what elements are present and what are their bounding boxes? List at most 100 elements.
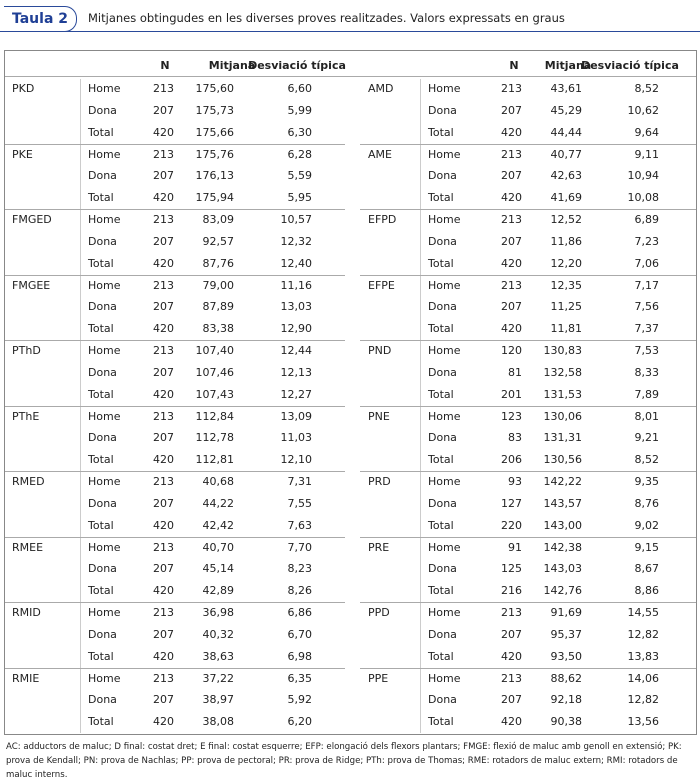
- group-label: Dona: [428, 234, 457, 248]
- cell-value: 5,95: [287, 191, 313, 205]
- cell-value: 13,56: [627, 715, 660, 729]
- cell-value: 38,97: [202, 693, 235, 707]
- group-label: Total: [88, 518, 114, 532]
- cell-value: 90,38: [550, 715, 583, 729]
- variable-name: PNE: [368, 409, 390, 423]
- cell-value: 420: [501, 191, 522, 205]
- group-rule: [5, 274, 345, 276]
- column-header: Mitjana: [544, 59, 592, 72]
- group-label: Total: [88, 453, 114, 467]
- cell-value: 8,86: [634, 584, 660, 598]
- cell-value: 12,27: [280, 387, 313, 401]
- cell-value: 420: [501, 715, 522, 729]
- group-label: Home: [88, 213, 121, 226]
- cell-value: 6,30: [287, 125, 313, 139]
- group-label: Home: [88, 278, 121, 292]
- cell-value: 213: [153, 344, 174, 357]
- cell-value: 11,81: [550, 322, 583, 336]
- cell-value: 40,68: [202, 475, 235, 488]
- group-label: Dona: [88, 234, 117, 248]
- cell-value: 112,84: [195, 409, 235, 423]
- cell-value: 175,76: [195, 147, 235, 161]
- cell-value: 420: [501, 649, 522, 663]
- cell-value: 420: [501, 256, 522, 270]
- vertical-rule: [80, 275, 81, 340]
- vertical-rule: [80, 668, 81, 733]
- cell-value: 13,09: [280, 409, 313, 423]
- column-header: Desviació típica: [248, 59, 346, 72]
- group-rule: [360, 602, 696, 603]
- cell-value: 40,32: [202, 627, 235, 641]
- group-label: Total: [428, 322, 454, 336]
- cell-value: 213: [153, 475, 174, 488]
- vertical-rule: [420, 668, 421, 733]
- cell-value: 207: [501, 103, 522, 117]
- cell-value: 207: [153, 693, 174, 707]
- cell-value: 79,00: [202, 278, 235, 292]
- cell-value: 127: [501, 496, 522, 510]
- cell-value: 7,55: [287, 496, 313, 510]
- cell-value: 123: [501, 409, 522, 423]
- cell-value: 206: [501, 453, 522, 467]
- group-rule: [5, 405, 345, 407]
- group-label: Home: [428, 147, 461, 161]
- cell-value: 130,56: [543, 453, 583, 467]
- cell-value: 8,52: [634, 453, 660, 467]
- cell-value: 6,35: [287, 671, 313, 685]
- cell-value: 175,73: [195, 103, 235, 117]
- variable-name: PPE: [368, 671, 389, 685]
- cell-value: 6,60: [287, 82, 313, 95]
- cell-value: 420: [153, 518, 174, 532]
- variable-name: PKD: [12, 82, 35, 95]
- vertical-rule: [80, 79, 81, 144]
- group-label: Home: [88, 540, 121, 554]
- cell-value: 207: [153, 627, 174, 641]
- cell-value: 213: [153, 540, 174, 554]
- variable-name: PThD: [12, 344, 41, 357]
- cell-value: 125: [501, 562, 522, 576]
- cell-value: 420: [153, 715, 174, 729]
- cell-value: 10,57: [280, 213, 313, 226]
- cell-value: 6,86: [287, 606, 313, 619]
- group-label: Dona: [428, 103, 457, 117]
- variable-name: PKE: [12, 147, 33, 161]
- cell-value: 8,76: [634, 496, 660, 510]
- vertical-rule: [80, 341, 81, 406]
- cell-value: 120: [501, 344, 522, 357]
- cell-value: 12,32: [280, 234, 313, 248]
- cell-value: 13,83: [627, 649, 660, 663]
- group-rule: [5, 602, 345, 603]
- group-label: Dona: [88, 169, 117, 183]
- group-label: Dona: [428, 300, 457, 314]
- cell-value: 420: [153, 584, 174, 598]
- cell-value: 207: [501, 169, 522, 183]
- group-label: Home: [88, 671, 121, 685]
- cell-value: 42,89: [202, 584, 235, 598]
- group-label: Dona: [88, 300, 117, 314]
- group-label: Home: [428, 540, 461, 554]
- cell-value: 420: [153, 649, 174, 663]
- group-label: Dona: [428, 562, 457, 576]
- cell-value: 7,31: [287, 475, 313, 488]
- table-label: Taula 2: [4, 6, 77, 32]
- cell-value: 207: [501, 234, 522, 248]
- group-rule: [360, 274, 696, 276]
- cell-value: 91,69: [550, 606, 583, 619]
- cell-value: 9,15: [634, 540, 660, 554]
- group-label: Total: [88, 584, 114, 598]
- rule: [0, 31, 700, 32]
- variable-name: RMED: [12, 475, 45, 488]
- cell-value: 12,90: [280, 322, 313, 336]
- cell-value: 42,42: [202, 518, 235, 532]
- group-rule: [360, 667, 696, 669]
- cell-value: 420: [501, 125, 522, 139]
- cell-value: 93: [508, 475, 522, 488]
- group-label: Total: [428, 518, 454, 532]
- cell-value: 213: [501, 278, 522, 292]
- group-label: Total: [88, 387, 114, 401]
- table-title: Mitjanes obtingudes en les diverses prov…: [88, 11, 565, 25]
- group-label: Home: [428, 82, 461, 95]
- cell-value: 6,70: [287, 627, 313, 641]
- cell-value: 87,89: [202, 300, 235, 314]
- vertical-rule: [420, 537, 421, 602]
